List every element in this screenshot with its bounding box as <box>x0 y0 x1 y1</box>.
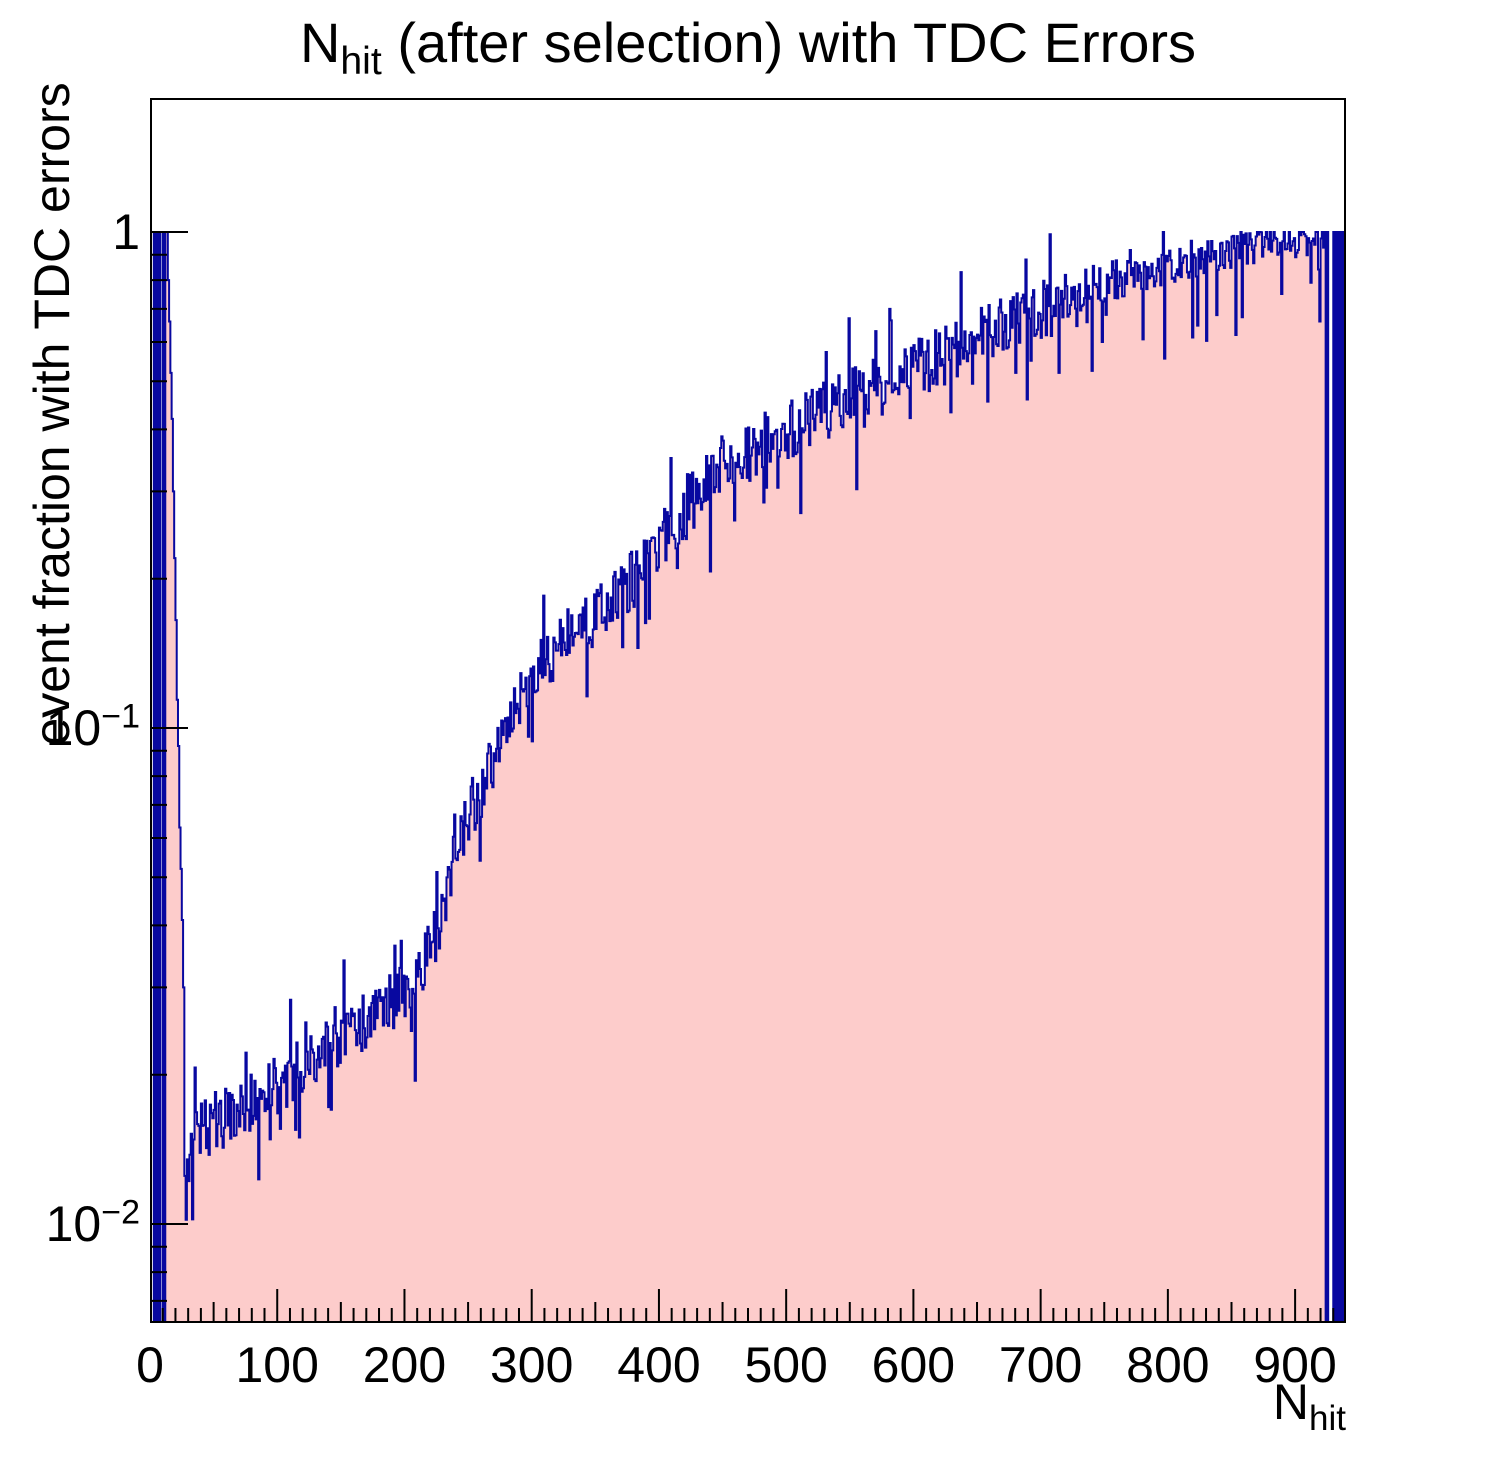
axis-ticks <box>150 231 1335 1323</box>
x-tick-label-200: 200 <box>362 1337 447 1393</box>
x-tick-label-100: 100 <box>235 1337 319 1393</box>
x-axis-title-sub: hit <box>1309 1399 1346 1438</box>
x-tick-label-300: 300 <box>489 1337 574 1393</box>
plot-frame <box>150 98 1346 1323</box>
y-tick-exponent: −2 <box>101 1193 140 1232</box>
x-tick-label-500: 500 <box>744 1337 828 1393</box>
y-tick-label-10−1: 10−1 <box>45 697 140 756</box>
histogram-outline <box>150 231 1346 1323</box>
y-tick-label-1: 1 <box>112 204 140 260</box>
x-tick-label-400: 400 <box>617 1337 701 1393</box>
x-tick-label-900: 900 <box>1253 1337 1337 1393</box>
chart-title: Nhit (after selection) with TDC Errors <box>150 11 1346 82</box>
x-axis-title-base: N <box>1272 1374 1310 1430</box>
chart-title-suffix: (after selection) with TDC Errors <box>381 11 1197 74</box>
chart-title-subscript: hit <box>340 40 382 84</box>
x-tick-label-700: 700 <box>998 1337 1083 1393</box>
x-tick-label-0: 0 <box>136 1337 164 1393</box>
y-axis-title: event fraction with TDC errors <box>24 82 80 746</box>
x-axis-title: Nhit <box>1046 1374 1346 1436</box>
y-tick-label-10−2: 10−2 <box>45 1193 140 1252</box>
y-tick-exponent: −1 <box>101 697 140 736</box>
histogram-fill-area <box>150 232 1346 1323</box>
chart-title-prefix: N <box>299 11 341 74</box>
histogram-plot <box>150 98 1346 1323</box>
x-tick-label-600: 600 <box>871 1337 956 1393</box>
x-tick-label-800: 800 <box>1126 1337 1210 1393</box>
